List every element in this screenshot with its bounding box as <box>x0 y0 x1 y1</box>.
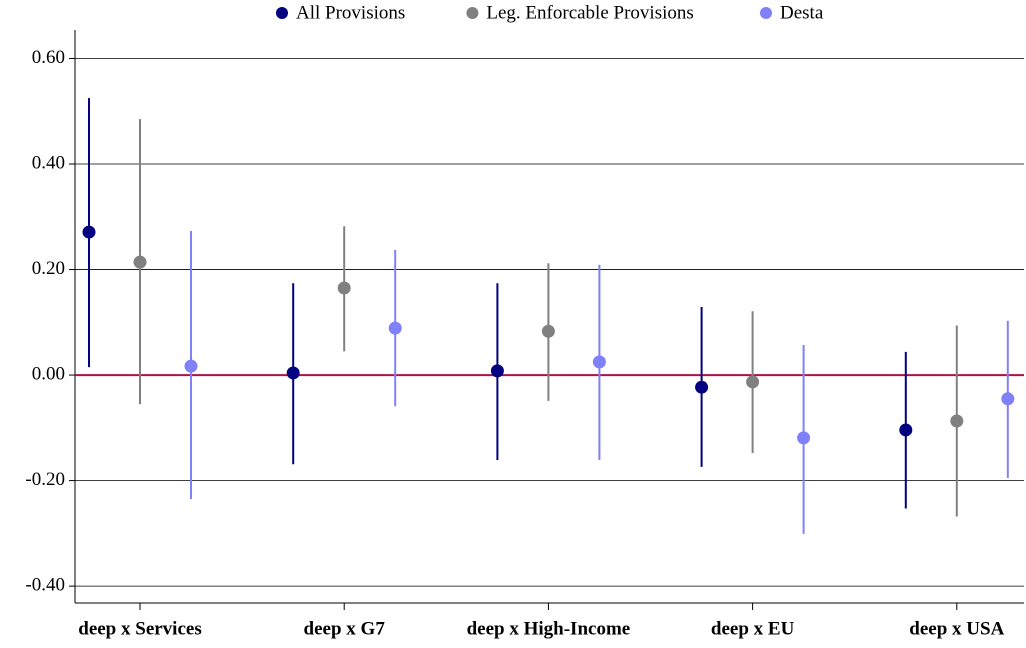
legend-label: Leg. Enforcable Provisions <box>486 2 693 23</box>
y-tick-label: 0.60 <box>32 47 65 68</box>
legend-label: Desta <box>780 2 824 23</box>
point <box>490 364 504 378</box>
y-tick-label: 0.40 <box>32 152 65 173</box>
x-tick-label: deep x EU <box>711 618 795 639</box>
point <box>184 359 198 373</box>
legend-label: All Provisions <box>296 2 405 23</box>
point <box>541 324 555 338</box>
point <box>592 355 606 369</box>
legend-marker <box>466 7 479 19</box>
x-tick-label: deep x High-Income <box>467 618 631 639</box>
point <box>337 281 351 295</box>
point <box>1001 392 1015 406</box>
y-tick-label: 0.20 <box>32 258 65 279</box>
x-tick-label: deep x Services <box>78 618 201 639</box>
point <box>797 431 811 445</box>
y-tick-label: -0.20 <box>25 469 65 490</box>
x-tick-label: deep x G7 <box>304 618 386 639</box>
point <box>286 366 300 380</box>
point <box>388 321 402 335</box>
legend-marker <box>276 7 288 19</box>
point <box>133 255 147 269</box>
x-tick-label: deep x USA <box>909 618 1004 639</box>
point <box>746 375 760 389</box>
point <box>695 380 709 394</box>
y-tick-label: 0.00 <box>32 363 65 384</box>
point <box>82 225 96 239</box>
legend-marker <box>760 7 772 19</box>
point <box>899 423 913 437</box>
y-tick-label: -0.40 <box>25 574 65 595</box>
point <box>950 414 964 428</box>
